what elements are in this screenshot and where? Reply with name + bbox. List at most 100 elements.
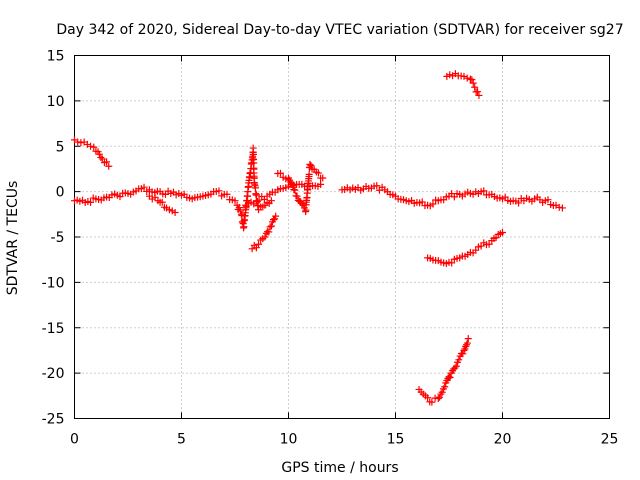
axis-ticks: 0 5 10 15 20 25 -25 -20 -15 -10 -5 0 5 10 15	[42, 49, 619, 448]
data-point	[474, 88, 482, 96]
data-point	[460, 346, 468, 354]
y-axis-label: SDTVAR / TECUs	[5, 181, 21, 296]
data-point	[291, 186, 299, 194]
data-point	[97, 153, 105, 161]
y-tick-label: -10	[42, 275, 65, 291]
data-point	[314, 169, 322, 177]
y-tick-label: 0	[56, 185, 65, 201]
x-tick-label: 15	[387, 432, 405, 448]
data-point	[485, 240, 493, 248]
series-negative-arc	[424, 228, 506, 268]
data-point	[459, 350, 467, 358]
series-falling-arc	[248, 212, 280, 253]
data-point	[288, 179, 296, 187]
y-tick-label: -25	[42, 412, 65, 428]
data-point	[471, 83, 479, 91]
data-point	[463, 74, 471, 82]
data-point	[436, 393, 444, 401]
series-baseline-c	[338, 182, 566, 212]
data-point	[272, 212, 280, 220]
series-mid-spikes	[274, 160, 327, 216]
data-point	[95, 150, 103, 158]
chart-title: Day 342 of 2020, Sidereal Day-to-day VTE…	[56, 22, 623, 38]
data-point	[480, 187, 488, 195]
data-point	[307, 162, 315, 170]
x-tick-label: 10	[280, 432, 298, 448]
data-point	[266, 223, 274, 231]
data-point	[455, 356, 463, 364]
y-tick-label: -5	[51, 230, 65, 246]
data-point	[231, 197, 239, 205]
data-point	[446, 374, 454, 382]
data-point	[464, 335, 472, 343]
data-point	[215, 187, 223, 195]
data-point	[434, 395, 442, 403]
series-dip-arc	[145, 192, 179, 216]
data-point	[98, 155, 106, 163]
data-point	[267, 222, 275, 230]
data-point	[463, 341, 471, 349]
data-point	[448, 259, 456, 267]
data-point	[451, 364, 459, 372]
y-tick-label: -20	[42, 366, 65, 382]
data-point	[276, 169, 284, 177]
data-point	[270, 216, 278, 224]
data-point	[235, 204, 243, 212]
data-point	[558, 204, 566, 212]
x-tick-label: 0	[70, 432, 79, 448]
data-point	[424, 394, 432, 402]
data-point	[90, 143, 98, 151]
series-deep-arc	[415, 335, 472, 406]
data-point	[499, 228, 506, 236]
series-early-arc	[71, 136, 113, 170]
data-point	[140, 183, 148, 191]
data-point	[253, 191, 261, 199]
data-series	[71, 70, 566, 406]
x-tick-label: 5	[177, 432, 186, 448]
data-point	[261, 233, 269, 241]
data-point	[475, 91, 483, 99]
data-point	[87, 198, 95, 206]
data-point	[445, 373, 453, 381]
y-tick-label: 10	[47, 94, 65, 110]
data-point	[103, 158, 111, 166]
data-point	[463, 339, 471, 347]
data-point	[319, 174, 327, 182]
data-point	[452, 362, 460, 370]
data-point	[287, 178, 295, 186]
data-point	[418, 198, 426, 206]
data-point	[240, 223, 248, 231]
data-point	[317, 180, 325, 188]
data-point	[469, 79, 477, 87]
data-point	[171, 208, 179, 216]
x-axis-label: GPS time / hours	[281, 460, 398, 476]
data-point	[441, 383, 449, 391]
data-point	[293, 192, 301, 200]
data-point	[306, 160, 314, 168]
data-point	[373, 182, 381, 190]
data-point	[438, 388, 446, 396]
data-point	[255, 240, 263, 248]
data-point	[105, 162, 113, 170]
series-spike-cluster	[233, 144, 275, 232]
y-tick-label: 15	[47, 49, 65, 65]
series-baseline-a	[71, 183, 239, 207]
y-tick-label: -15	[42, 321, 65, 337]
grid	[74, 55, 610, 419]
y-tick-label: 5	[56, 139, 65, 155]
data-point	[265, 228, 273, 236]
data-point	[305, 170, 313, 178]
series-high-arc	[443, 70, 483, 99]
data-point	[251, 184, 259, 192]
data-point	[428, 398, 436, 406]
data-point	[515, 199, 523, 207]
data-point	[429, 200, 437, 208]
data-point	[468, 76, 476, 84]
x-tick-label: 20	[494, 432, 512, 448]
x-tick-label: 25	[601, 432, 619, 448]
data-point	[236, 207, 244, 215]
data-point	[87, 142, 95, 150]
data-point	[223, 190, 231, 198]
data-point	[290, 186, 298, 194]
